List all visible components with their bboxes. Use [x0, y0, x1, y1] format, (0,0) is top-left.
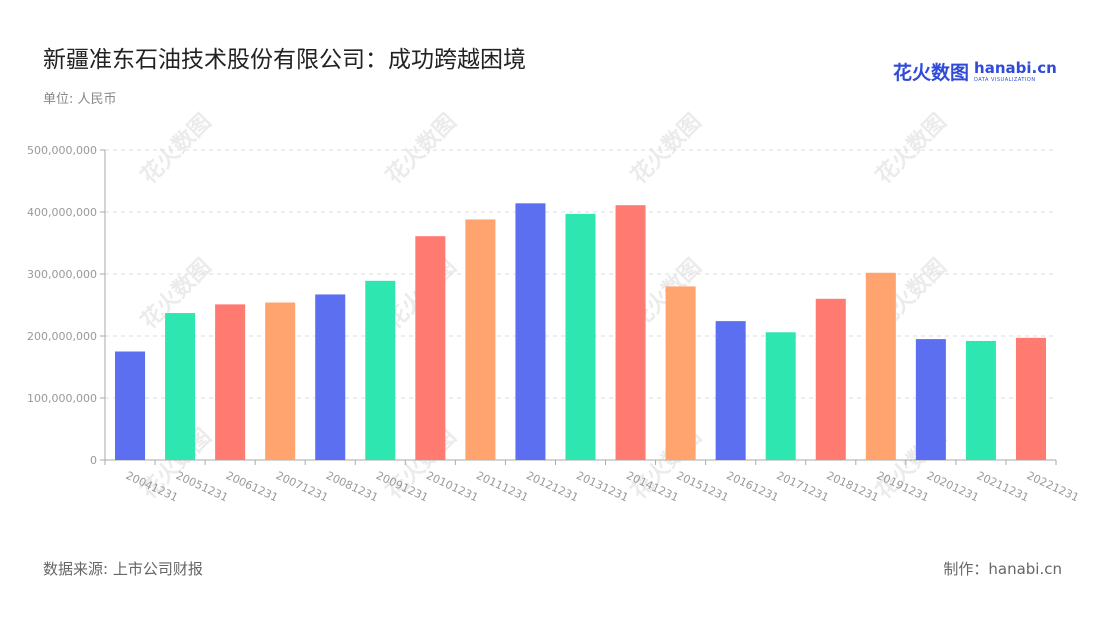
logo-en-block: hanabi.cn DATA VISUALIZATION — [974, 58, 1057, 83]
watermark-text: 花火数图 — [626, 109, 707, 190]
x-tick-label: 20081231 — [324, 469, 380, 504]
bar-20191231[interactable] — [865, 272, 896, 460]
x-tick-label: 20201231 — [925, 469, 981, 504]
chart-title: 新疆准东石油技术股份有限公司：成功跨越困境 — [43, 47, 526, 73]
unit-label: 单位: 人民币 — [43, 92, 117, 107]
bar-20061231[interactable] — [215, 304, 246, 460]
y-tick-label: 400,000,000 — [27, 206, 97, 219]
x-tick-label: 20121231 — [524, 469, 580, 504]
x-tick-label: 20221231 — [1025, 469, 1081, 504]
bar-20141231[interactable] — [615, 205, 646, 460]
x-tick-label: 20061231 — [224, 469, 280, 504]
bar-20221231[interactable] — [1015, 337, 1046, 460]
bar-20121231[interactable] — [515, 203, 546, 460]
watermark-text: 花火数图 — [136, 109, 217, 190]
y-tick-label: 0 — [90, 454, 97, 467]
bar-20071231[interactable] — [265, 302, 296, 460]
y-tick-label: 500,000,000 — [27, 144, 97, 157]
x-tick-label: 20071231 — [274, 469, 330, 504]
y-tick-label: 100,000,000 — [27, 392, 97, 405]
logo-en-text: hanabi.cn — [974, 58, 1057, 77]
watermark-text: 花火数图 — [381, 109, 462, 190]
x-tick-label: 20151231 — [674, 469, 730, 504]
watermark-text: 花火数图 — [871, 109, 952, 190]
bars — [115, 203, 1046, 460]
bar-20161231[interactable] — [715, 321, 746, 460]
data-source: 数据来源: 上市公司财报 — [43, 560, 203, 578]
x-tick-label: 20051231 — [174, 469, 230, 504]
bar-20101231[interactable] — [415, 236, 446, 460]
x-tick-label: 20111231 — [474, 469, 530, 504]
x-axis-ticks: 2004123120051231200612312007123120081231… — [104, 460, 1081, 504]
x-tick-label: 20131231 — [574, 469, 630, 504]
x-tick-label: 20171231 — [774, 469, 830, 504]
y-tick-label: 200,000,000 — [27, 330, 97, 343]
bar-20131231[interactable] — [565, 213, 596, 460]
bar-20171231[interactable] — [765, 332, 796, 460]
bar-20211231[interactable] — [965, 340, 996, 460]
maker-credit: 制作：hanabi.cn — [943, 560, 1062, 578]
bar-20111231[interactable] — [465, 219, 496, 460]
x-tick-label: 20211231 — [975, 469, 1031, 504]
logo-sub-text: DATA VISUALIZATION — [974, 76, 1036, 83]
brand-logo: 花火数图 hanabi.cn DATA VISUALIZATION — [893, 58, 1057, 85]
y-tick-label: 300,000,000 — [27, 268, 97, 281]
bar-20181231[interactable] — [815, 298, 846, 460]
bar-20081231[interactable] — [315, 294, 346, 460]
x-tick-label: 20101231 — [424, 469, 480, 504]
bar-20041231[interactable] — [115, 351, 146, 461]
bar-20151231[interactable] — [665, 286, 696, 460]
bar-20201231[interactable] — [915, 339, 946, 460]
bar-20091231[interactable] — [365, 280, 396, 460]
logo-cn-text: 花火数图 — [893, 62, 970, 84]
x-tick-label: 20161231 — [724, 469, 780, 504]
bar-20051231[interactable] — [165, 313, 196, 460]
